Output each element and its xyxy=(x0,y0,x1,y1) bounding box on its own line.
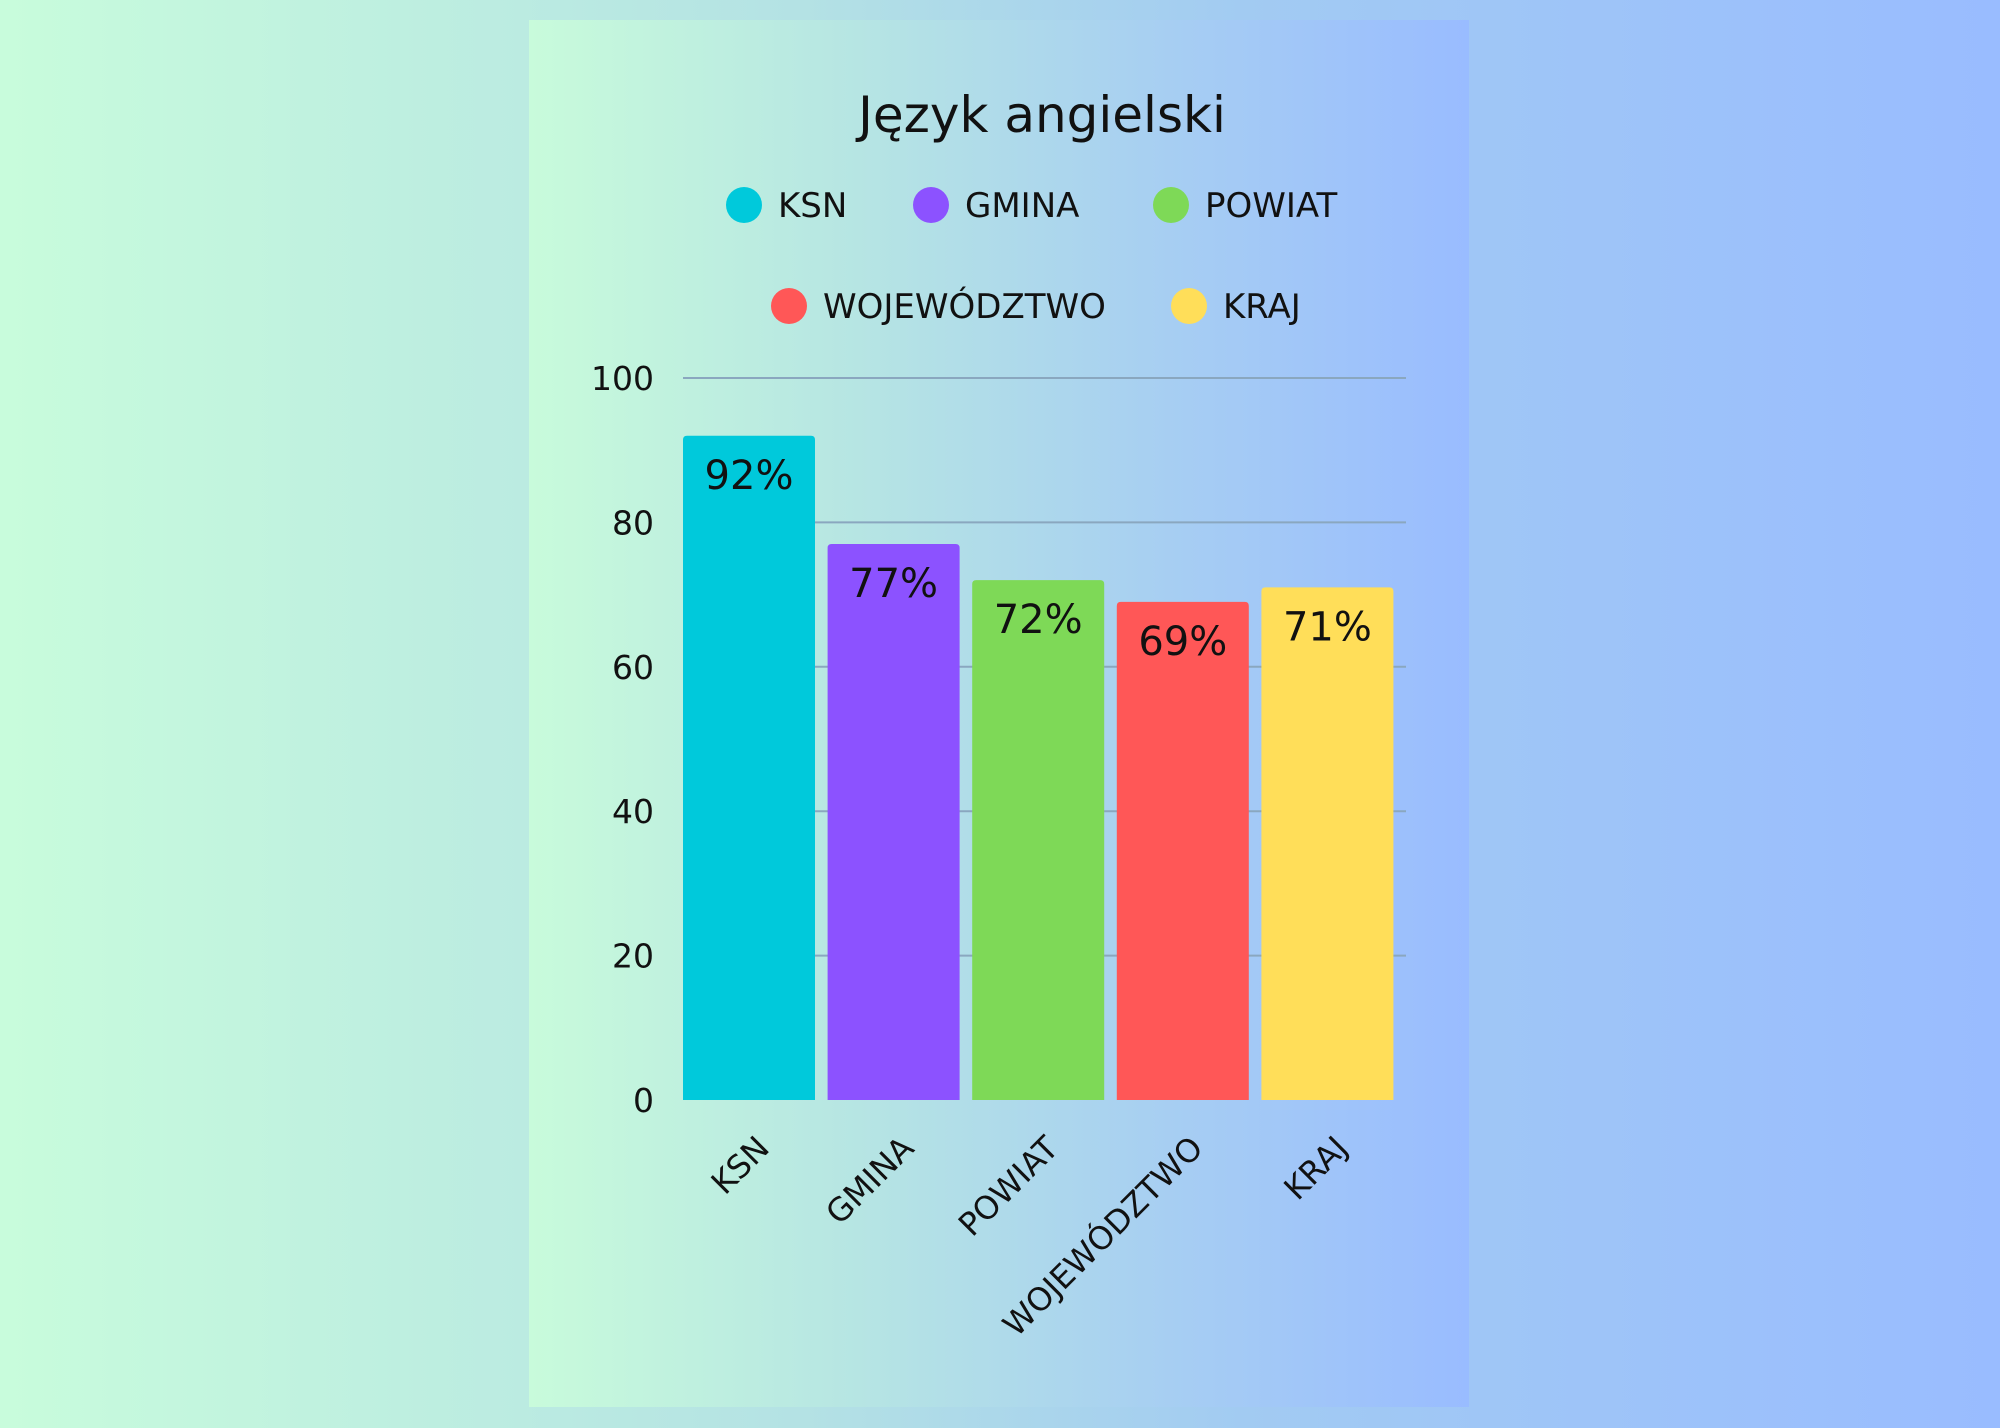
y-tick-label: 80 xyxy=(612,503,654,542)
x-tick-label: GMINA xyxy=(818,1129,921,1232)
data-label: 71% xyxy=(1283,604,1372,650)
y-tick-label: 20 xyxy=(612,937,654,976)
y-tick-label: 100 xyxy=(591,359,654,398)
legend-swatch xyxy=(726,187,762,223)
y-tick-label: 0 xyxy=(633,1081,654,1120)
bars xyxy=(683,435,1394,1100)
bar-powiat xyxy=(972,580,1105,1100)
legend-label: KSN xyxy=(778,186,847,226)
legend-swatch xyxy=(771,288,807,324)
bar-wojewodztwo xyxy=(1116,601,1249,1100)
y-tick-label: 60 xyxy=(612,648,654,687)
legend-swatch xyxy=(1171,288,1207,324)
legend-label: POWIAT xyxy=(1205,186,1338,226)
legend-label: GMINA xyxy=(965,186,1079,226)
data-label: 69% xyxy=(1138,619,1227,665)
bar-chart: Język angielski KSN GMINA POWIAT WOJEWÓDZTW… xyxy=(591,86,1406,1344)
chart-title: Język angielski xyxy=(855,86,1226,144)
legend-item-gmina: GMINA xyxy=(913,186,1079,226)
bar-kraj xyxy=(1261,587,1394,1100)
y-axis: 0 20 40 60 80 100 xyxy=(591,359,654,1120)
data-labels: 92% 77% 72% 69% 71% xyxy=(705,453,1372,665)
legend-item-kraj: KRAJ xyxy=(1171,287,1301,327)
legend-item-wojewodztwo: WOJEWÓDZTWO xyxy=(771,286,1106,327)
data-label: 77% xyxy=(849,561,938,607)
data-label: 92% xyxy=(705,453,794,499)
bar-gmina xyxy=(827,544,960,1100)
y-tick-label: 40 xyxy=(612,792,654,831)
legend-item-ksn: KSN xyxy=(726,186,847,226)
chart-card: Język angielski KSN GMINA POWIAT WOJEWÓDZTW… xyxy=(529,20,1469,1407)
legend-item-powiat: POWIAT xyxy=(1153,186,1338,226)
x-tick-label: KSN xyxy=(704,1129,777,1202)
data-label: 72% xyxy=(994,597,1083,643)
x-tick-label: POWIAT xyxy=(951,1128,1066,1243)
bar-ksn xyxy=(683,435,815,1100)
x-tick-label: KRAJ xyxy=(1276,1129,1355,1208)
legend-label: KRAJ xyxy=(1223,287,1301,327)
legend-label: WOJEWÓDZTWO xyxy=(823,286,1106,327)
chart-legend: KSN GMINA POWIAT WOJEWÓDZTWO KRAJ xyxy=(726,186,1338,327)
legend-swatch xyxy=(1153,187,1189,223)
legend-swatch xyxy=(913,187,949,223)
